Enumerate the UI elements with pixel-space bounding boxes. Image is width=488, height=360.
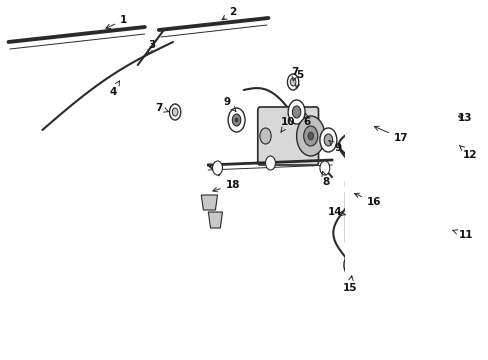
- Polygon shape: [208, 212, 222, 228]
- Circle shape: [292, 106, 300, 118]
- Text: 6: 6: [303, 113, 310, 127]
- Circle shape: [296, 116, 324, 156]
- Circle shape: [427, 187, 440, 205]
- Text: 11: 11: [452, 230, 472, 240]
- Circle shape: [259, 128, 271, 144]
- Circle shape: [434, 101, 454, 129]
- Circle shape: [319, 128, 336, 152]
- FancyBboxPatch shape: [257, 107, 318, 165]
- Circle shape: [232, 114, 240, 126]
- Circle shape: [350, 263, 353, 267]
- Circle shape: [235, 118, 238, 122]
- Text: 7: 7: [155, 103, 168, 113]
- Circle shape: [265, 156, 275, 170]
- Circle shape: [287, 100, 305, 124]
- Circle shape: [324, 134, 332, 146]
- Text: 15: 15: [342, 276, 356, 293]
- Text: 9: 9: [224, 97, 235, 111]
- Text: 2: 2: [222, 7, 236, 20]
- Text: 8: 8: [322, 171, 329, 187]
- Text: 9: 9: [328, 140, 341, 153]
- Circle shape: [287, 74, 298, 90]
- Circle shape: [172, 108, 178, 116]
- Bar: [344, 192, 360, 242]
- Text: 4: 4: [109, 81, 119, 97]
- Circle shape: [227, 108, 244, 132]
- Circle shape: [439, 108, 449, 122]
- Polygon shape: [201, 195, 217, 210]
- Text: 16: 16: [354, 193, 381, 207]
- Text: 7: 7: [291, 67, 298, 81]
- Circle shape: [169, 104, 181, 120]
- Bar: [423, 187, 444, 205]
- Text: 17: 17: [373, 126, 407, 143]
- Text: 1: 1: [106, 15, 127, 28]
- Text: 12: 12: [458, 145, 476, 160]
- Circle shape: [345, 174, 359, 194]
- Text: 5: 5: [295, 70, 303, 88]
- Text: 10: 10: [280, 117, 295, 132]
- Circle shape: [212, 161, 222, 175]
- Text: 18: 18: [212, 180, 240, 192]
- Circle shape: [347, 259, 356, 271]
- Circle shape: [307, 132, 313, 140]
- Circle shape: [290, 78, 295, 86]
- Text: 3: 3: [148, 40, 155, 54]
- Text: 13: 13: [456, 113, 471, 123]
- Bar: [409, 205, 488, 305]
- Text: 14: 14: [327, 207, 345, 217]
- Circle shape: [319, 161, 329, 175]
- Circle shape: [343, 253, 360, 277]
- Circle shape: [303, 126, 317, 146]
